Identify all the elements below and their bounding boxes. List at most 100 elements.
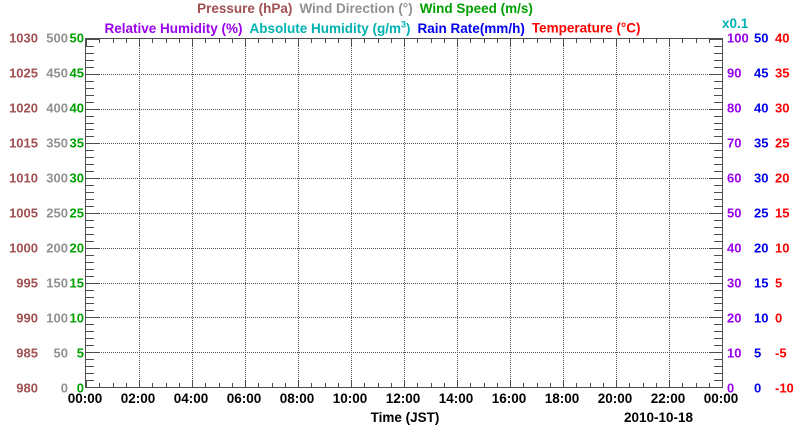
tick-minor-left xyxy=(86,199,94,200)
axis-tick-label: 25 xyxy=(69,205,84,221)
tick-minor-top xyxy=(470,39,471,43)
axis-tick-label: 0 xyxy=(727,380,735,396)
axis-tick-label: 30 xyxy=(775,100,790,116)
gridline-vertical xyxy=(669,39,670,387)
tick-minor-bottom xyxy=(258,383,259,387)
tick-major-right xyxy=(709,178,722,179)
axis-tick-label: 100 xyxy=(727,30,749,46)
tick-minor-top xyxy=(166,39,167,43)
tick-major-bottom xyxy=(404,380,405,387)
tick-minor-bottom xyxy=(550,383,551,387)
tick-major-bottom xyxy=(510,380,511,387)
axis-tick-label: 50 xyxy=(69,30,84,46)
tick-minor-left xyxy=(86,67,94,68)
axis-tick-label: 35 xyxy=(754,135,769,151)
tick-minor-left xyxy=(86,220,94,221)
axis-tick-label: 150 xyxy=(46,275,68,291)
absolute-humidity-multiplier-label: x0.1 xyxy=(722,16,749,31)
gridline-vertical xyxy=(192,39,193,387)
axis-tick-label: 15 xyxy=(754,275,769,291)
axis-tick-label: 20 xyxy=(727,310,742,326)
y-axis-relative-humidity-labels: 100 90 80 70 60 50 40 30 20 10 0 xyxy=(727,31,751,396)
tick-minor-right xyxy=(714,227,722,228)
axis-tick-label: 1010 xyxy=(9,170,38,186)
tick-minor-bottom xyxy=(444,383,445,387)
tick-minor-left xyxy=(86,345,94,346)
tick-minor-left xyxy=(86,164,94,165)
tick-minor-bottom xyxy=(603,383,604,387)
tick-major-bottom xyxy=(298,380,299,387)
tick-major-top xyxy=(404,39,405,46)
tick-minor-bottom xyxy=(205,383,206,387)
axis-tick-label: 980 xyxy=(16,380,38,396)
tick-minor-top xyxy=(99,39,100,43)
tick-minor-left xyxy=(86,324,94,325)
tick-minor-right xyxy=(714,366,722,367)
tick-minor-bottom xyxy=(656,383,657,387)
axis-tick-label: 35 xyxy=(69,135,84,151)
tick-major-top xyxy=(245,39,246,46)
tick-minor-bottom xyxy=(179,383,180,387)
tick-minor-left xyxy=(86,53,94,54)
tick-minor-bottom xyxy=(537,383,538,387)
axis-tick-label: 90 xyxy=(727,65,742,81)
tick-major-top xyxy=(510,39,511,46)
tick-minor-left xyxy=(86,185,94,186)
tick-minor-top xyxy=(709,39,710,43)
axis-tick-label: -10 xyxy=(775,380,794,396)
tick-minor-right xyxy=(714,255,722,256)
tick-minor-right xyxy=(714,60,722,61)
axis-tick-label: 45 xyxy=(754,65,769,81)
tick-minor-right xyxy=(714,150,722,151)
tick-minor-bottom xyxy=(338,383,339,387)
legend-row-secondary: Relative Humidity (%) Absolute Humidity (… xyxy=(0,17,745,36)
tick-major-right xyxy=(709,213,722,214)
tick-minor-left xyxy=(86,290,94,291)
axis-tick-label: 0 xyxy=(754,380,762,396)
tick-major-left xyxy=(86,109,99,110)
tick-minor-right xyxy=(714,185,722,186)
axis-tick-label: 40 xyxy=(69,100,84,116)
tick-minor-top xyxy=(656,39,657,43)
y-axis-pressure-labels: 1030 1025 1020 1015 1010 1005 1000 995 990 985 980 xyxy=(2,31,38,396)
tick-minor-left xyxy=(86,60,94,61)
axis-tick-label: 70 xyxy=(727,135,742,151)
legend-item-pressure-hpa: Pressure (hPa) xyxy=(197,1,293,16)
tick-minor-left xyxy=(86,157,94,158)
tick-minor-top xyxy=(219,39,220,43)
legend-item-rain-rate-mm-h: Rain Rate(mm/h) xyxy=(417,20,525,36)
axis-tick-label: 20 xyxy=(69,240,84,256)
tick-minor-top xyxy=(590,39,591,43)
tick-minor-bottom xyxy=(285,383,286,387)
x-axis-tick-label: 04:00 xyxy=(173,391,209,406)
axis-tick-label: -5 xyxy=(775,345,787,361)
tick-minor-right xyxy=(714,206,722,207)
axis-tick-label: 200 xyxy=(46,240,68,256)
axis-tick-label: 500 xyxy=(46,30,68,46)
tick-major-left xyxy=(86,178,99,179)
tick-minor-right xyxy=(714,380,722,381)
tick-minor-left xyxy=(86,338,94,339)
axis-tick-label: 0 xyxy=(76,380,84,396)
tick-minor-top xyxy=(484,39,485,43)
tick-minor-left xyxy=(86,297,94,298)
tick-minor-bottom xyxy=(391,383,392,387)
tick-minor-right xyxy=(714,95,722,96)
tick-minor-right xyxy=(714,102,722,103)
tick-minor-top xyxy=(126,39,127,43)
axis-tick-label: 15 xyxy=(69,275,84,291)
legend-item-wind-speed-m-s: Wind Speed (m/s) xyxy=(419,1,533,16)
gridline-vertical xyxy=(404,39,405,387)
tick-minor-left xyxy=(86,116,94,117)
tick-minor-bottom xyxy=(219,383,220,387)
tick-minor-right xyxy=(714,192,722,193)
x-axis-tick-label: 00:00 xyxy=(67,391,103,406)
x-axis-tick-label: 16:00 xyxy=(491,391,527,406)
tick-minor-bottom xyxy=(417,383,418,387)
tick-minor-top xyxy=(603,39,604,43)
tick-minor-left xyxy=(86,241,94,242)
tick-major-top xyxy=(139,39,140,46)
axis-tick-label: 45 xyxy=(69,65,84,81)
tick-major-left xyxy=(86,317,99,318)
tick-minor-bottom xyxy=(629,383,630,387)
